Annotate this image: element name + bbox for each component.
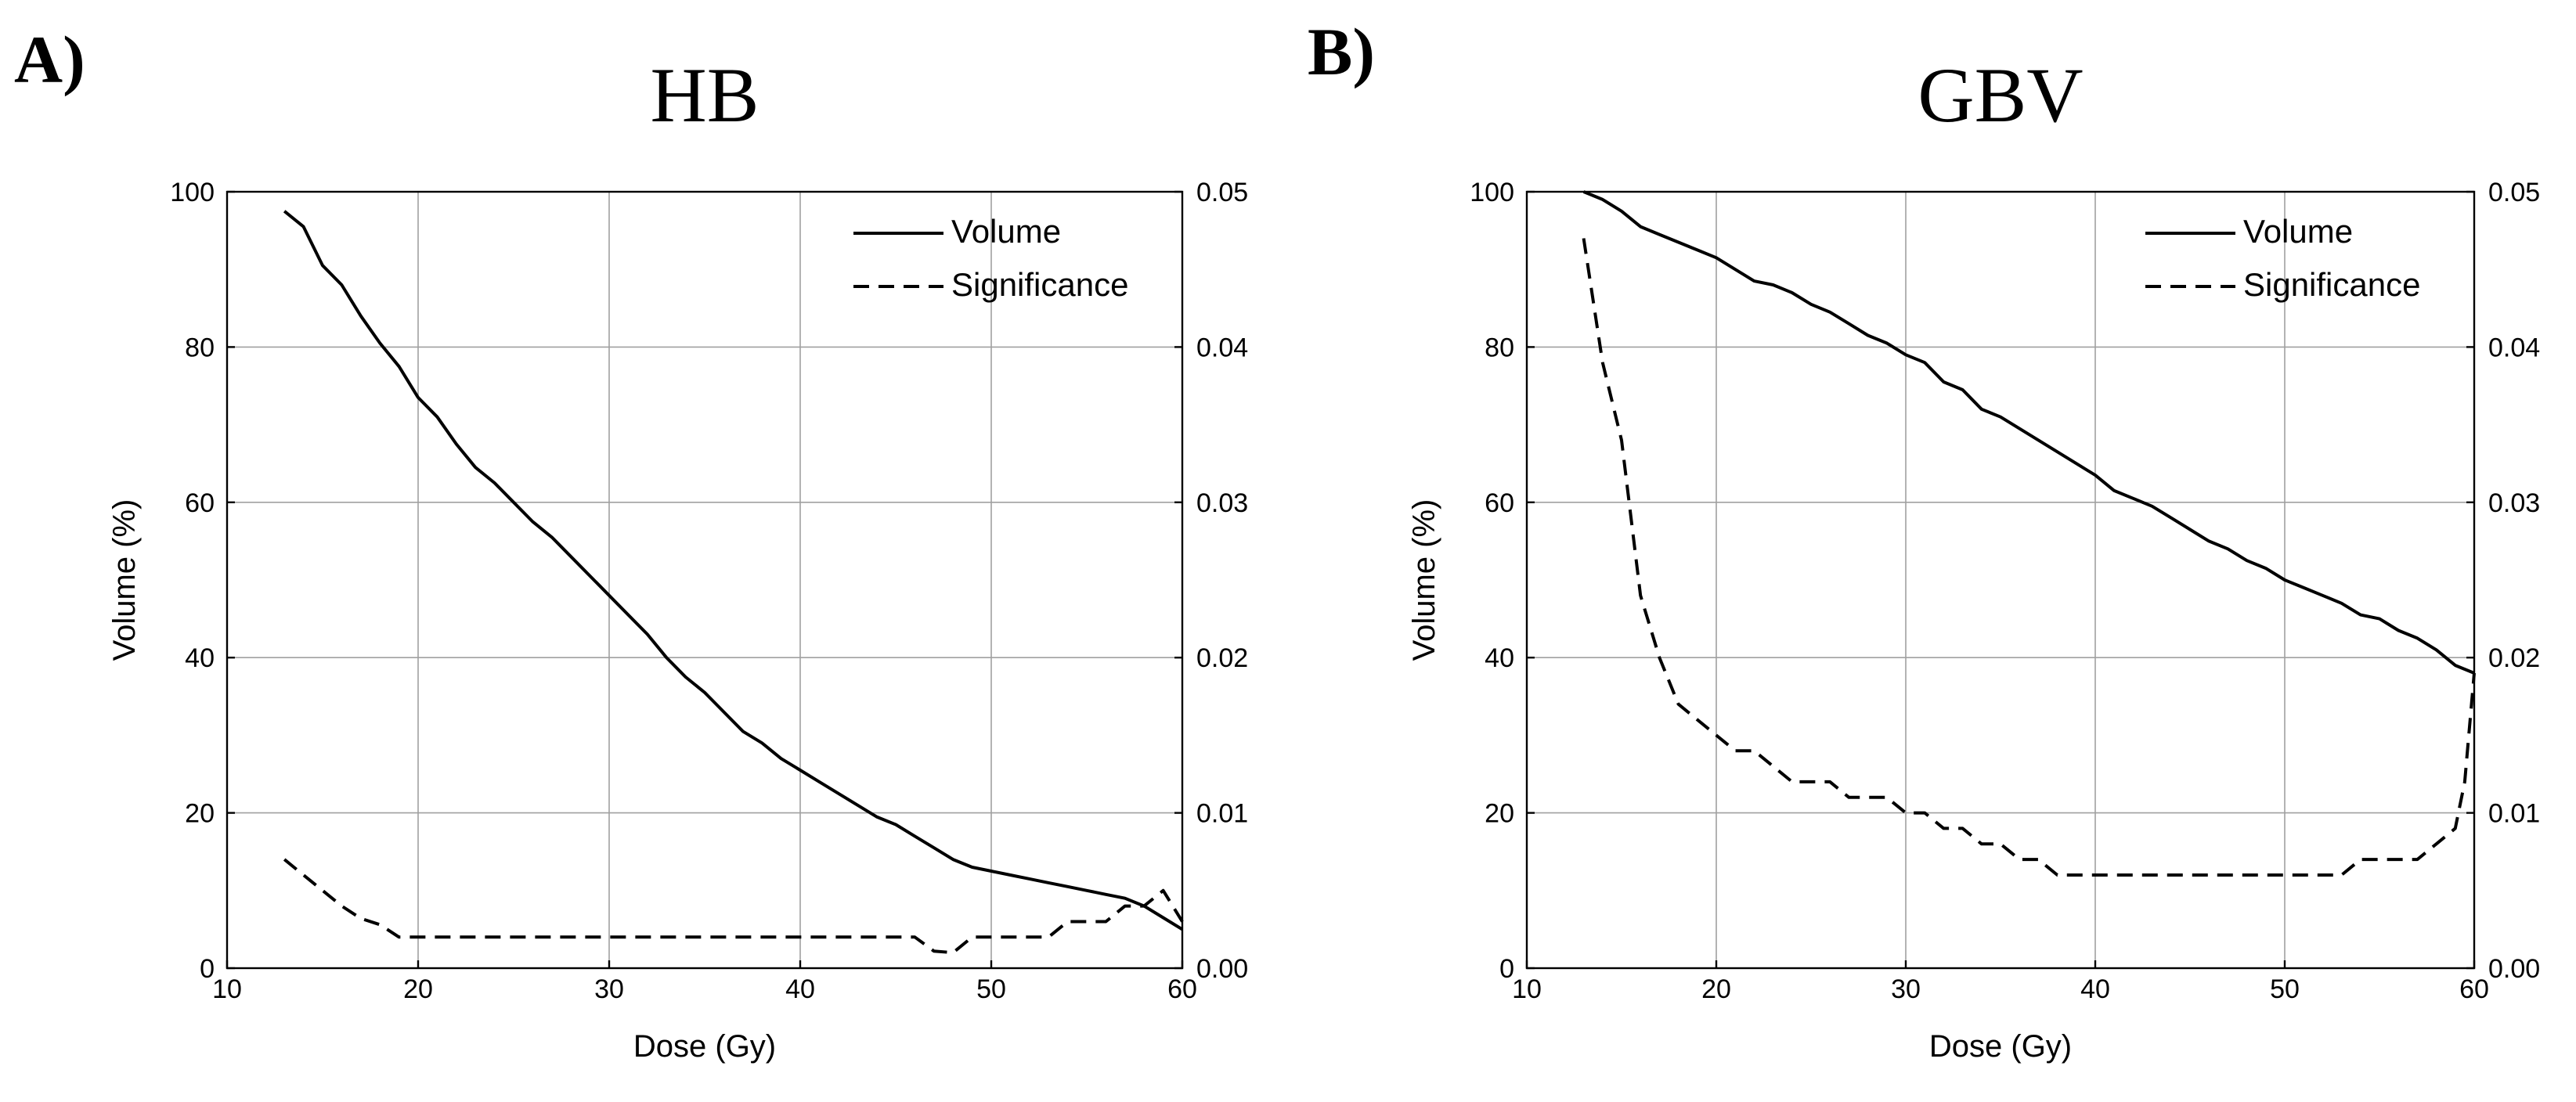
x-tick-label: 20 bbox=[1701, 974, 1731, 1004]
data-point-significance bbox=[1791, 780, 1794, 783]
series-line-volume bbox=[1582, 190, 2475, 675]
y2-tick-label: 0.00 bbox=[1196, 954, 1248, 984]
y-axis-title: Volume (%) bbox=[107, 499, 142, 661]
y2-tick-label: 0.03 bbox=[2488, 488, 2540, 518]
chart-panel-0: A) HB 10 20 30 40 50 60 0 20 40 60 80 100 0.00 0.01 0.02… bbox=[14, 22, 1248, 1064]
data-point-significance bbox=[1867, 796, 1870, 799]
y2-tick-label: 0.04 bbox=[1196, 333, 1248, 362]
y-axis-title: Volume (%) bbox=[1407, 499, 1441, 661]
y-tick-label: 60 bbox=[1485, 488, 1514, 518]
data-point-significance bbox=[971, 935, 974, 938]
y-tick-label: 0 bbox=[200, 954, 215, 984]
panel-label: B) bbox=[1308, 14, 1375, 89]
x-tick-label: 60 bbox=[2459, 974, 2489, 1004]
y-tick-label: 40 bbox=[185, 643, 215, 673]
chart-title: HB bbox=[651, 52, 759, 139]
data-point-significance bbox=[1772, 765, 1775, 768]
x-axis-title: Dose (Gy) bbox=[1929, 1029, 2072, 1064]
legend-label-significance: Significance bbox=[2243, 266, 2420, 303]
chart-panel-1: B) GBV 10 20 30 40 50 60 0 20 40 60 80 100 0.00 0.01 0.0… bbox=[1308, 14, 2540, 1064]
y2-tick-label: 0.01 bbox=[1196, 799, 1248, 829]
plot-frame bbox=[225, 190, 1184, 970]
x-tick-label: 30 bbox=[594, 974, 624, 1004]
legend-label-volume: Volume bbox=[951, 213, 1061, 250]
y-tick-label: 100 bbox=[1470, 178, 1514, 207]
series-line-volume bbox=[283, 210, 1184, 931]
series-line-significance bbox=[1582, 238, 2476, 877]
y-tick-label: 100 bbox=[170, 178, 215, 207]
y2-tick-label: 0.02 bbox=[2488, 643, 2540, 673]
panel-label: A) bbox=[14, 22, 85, 97]
x-tick-label: 20 bbox=[403, 974, 433, 1004]
data-point-significance bbox=[1047, 935, 1050, 938]
y-tick-label: 20 bbox=[185, 799, 215, 829]
data-point-significance bbox=[359, 917, 363, 920]
data-point-significance bbox=[1066, 920, 1070, 924]
legend-label-significance: Significance bbox=[951, 266, 1128, 303]
y-tick-label: 20 bbox=[1485, 799, 1514, 829]
data-point-significance bbox=[2207, 873, 2210, 877]
chart-title: GBV bbox=[1918, 52, 2083, 139]
data-point-significance bbox=[531, 935, 534, 938]
data-point-significance bbox=[455, 935, 458, 938]
y2-tick-label: 0.05 bbox=[2488, 178, 2540, 207]
data-point-significance bbox=[2018, 858, 2021, 861]
x-tick-label: 10 bbox=[1512, 974, 1542, 1004]
x-tick-label: 40 bbox=[2080, 974, 2110, 1004]
y2-tick-label: 0.04 bbox=[2488, 333, 2540, 362]
x-axis-title: Dose (Gy) bbox=[633, 1029, 776, 1064]
y2-tick-label: 0.05 bbox=[1196, 178, 1248, 207]
data-point-significance bbox=[1752, 749, 1755, 752]
data-point-significance bbox=[2359, 858, 2362, 861]
y-tick-label: 80 bbox=[1485, 333, 1514, 362]
legend-label-volume: Volume bbox=[2243, 213, 2353, 250]
y2-tick-label: 0.03 bbox=[1196, 488, 1248, 518]
x-tick-label: 50 bbox=[2270, 974, 2300, 1004]
plot-frame bbox=[1525, 190, 2476, 970]
data-point-significance bbox=[1885, 796, 1889, 799]
y-tick-label: 80 bbox=[185, 333, 215, 362]
y-tick-label: 40 bbox=[1485, 643, 1514, 673]
y-tick-label: 0 bbox=[1499, 954, 1514, 984]
x-tick-label: 40 bbox=[785, 974, 815, 1004]
x-tick-label: 10 bbox=[212, 974, 242, 1004]
data-point-significance bbox=[951, 951, 954, 954]
x-tick-label: 50 bbox=[976, 974, 1006, 1004]
x-tick-label: 60 bbox=[1167, 974, 1197, 1004]
y-tick-label: 60 bbox=[185, 488, 215, 518]
y2-tick-label: 0.02 bbox=[1196, 643, 1248, 673]
y2-tick-label: 0.00 bbox=[2488, 954, 2540, 984]
series-line-significance bbox=[283, 858, 1184, 955]
y2-tick-label: 0.01 bbox=[2488, 799, 2540, 829]
data-point-significance bbox=[2378, 858, 2381, 861]
data-point-significance bbox=[1999, 842, 2002, 845]
x-tick-label: 30 bbox=[1891, 974, 1921, 1004]
